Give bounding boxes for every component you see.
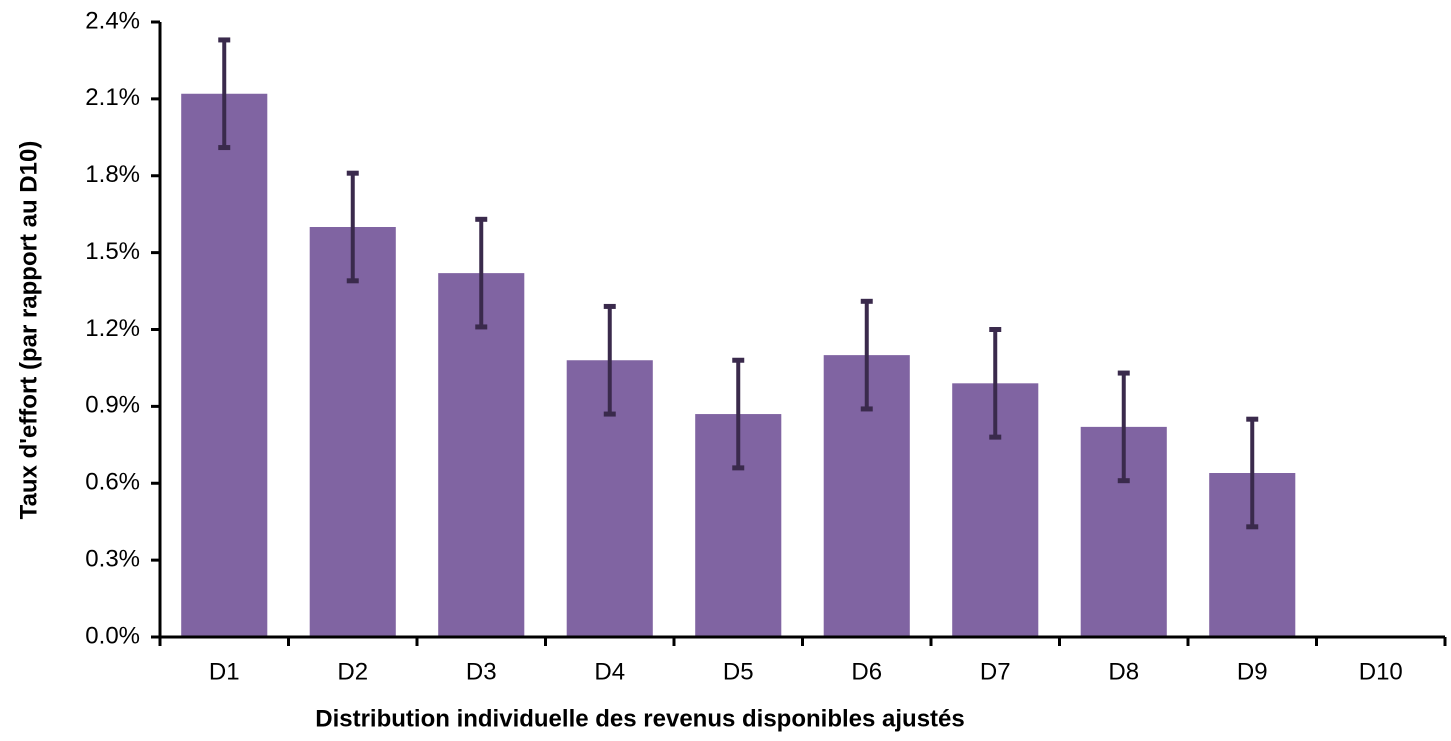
x-tick-label: D2: [337, 658, 368, 685]
y-tick-label: 0.9%: [85, 392, 140, 419]
x-axis-label: Distribution individuelle des revenus di…: [315, 705, 964, 732]
x-tick-label: D4: [594, 658, 625, 685]
x-tick-label: D3: [466, 658, 497, 685]
x-tick-label: D9: [1237, 658, 1268, 685]
bar: [181, 93, 268, 637]
y-tick-label: 1.8%: [85, 161, 140, 188]
y-axis-label: Taux d'effort (par rapport au D10): [15, 141, 42, 520]
x-tick-label: D1: [209, 658, 240, 685]
x-tick-label: D6: [851, 658, 882, 685]
x-tick-label: D5: [723, 658, 754, 685]
bar: [438, 273, 525, 637]
y-tick-label: 0.6%: [85, 469, 140, 496]
y-tick-label: 0.0%: [85, 622, 140, 649]
y-tick-label: 1.2%: [85, 315, 140, 342]
y-tick-label: 2.1%: [85, 84, 140, 111]
y-tick-label: 0.3%: [85, 545, 140, 572]
x-tick-label: D7: [980, 658, 1011, 685]
x-tick-label: D10: [1359, 658, 1403, 685]
y-tick-label: 1.5%: [85, 238, 140, 265]
y-tick-label: 2.4%: [85, 7, 140, 34]
x-tick-label: D8: [1108, 658, 1139, 685]
bar: [309, 227, 396, 637]
